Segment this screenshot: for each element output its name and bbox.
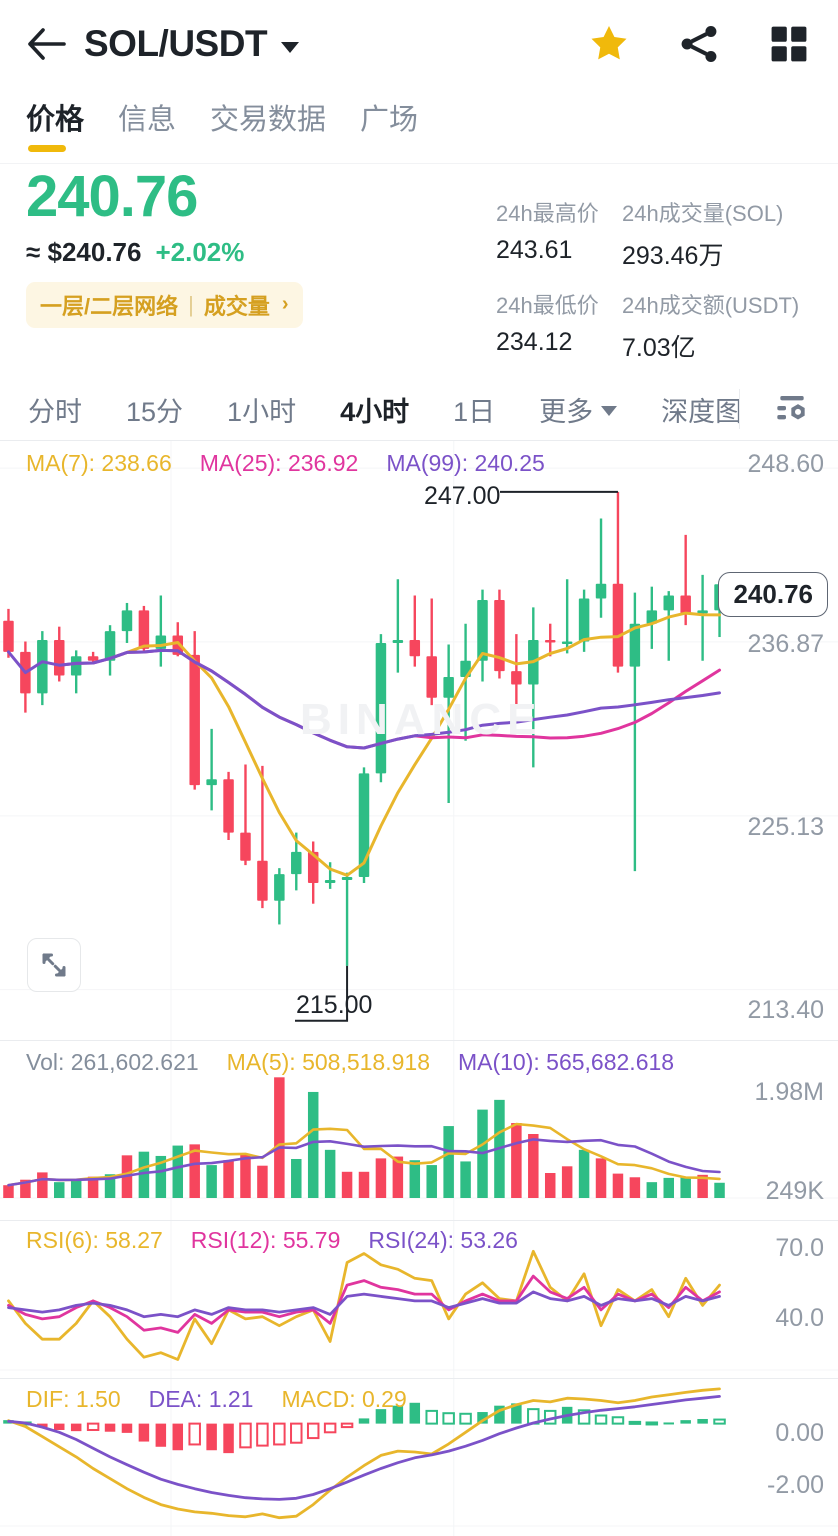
price-axis-tick-2: 225.13 [747,813,824,841]
price-axis-tick-1: 236.87 [747,630,824,658]
stat-label-24h-turnover: 24h成交额(USDT) [622,293,800,318]
legend-vol: Vol: 261,602.621 [26,1049,199,1075]
macd-axis-tick-1: -2.00 [767,1471,824,1499]
chart-area[interactable]: MA(7): 238.66 MA(25): 236.92 MA(99): 240… [0,440,838,1536]
stat-value-24h-turnover: 7.03亿 [622,334,696,362]
legend-dif: DIF: 1.50 [26,1386,121,1412]
legend-rsi12: RSI(12): 55.79 [190,1227,341,1253]
stat-value-24h-volume: 293.46万 [622,242,724,270]
volume-canvas[interactable] [0,1040,838,1220]
volume-axis-tick-1: 249K [765,1177,824,1205]
indicator-settings-icon[interactable] [766,383,818,435]
legend-rsi24: RSI(24): 53.26 [368,1227,518,1253]
legend-ma99: MA(99): 240.25 [386,450,545,476]
tab-square[interactable]: 广场 [360,96,418,152]
chip-separator: | [188,291,194,317]
chevron-right-icon: › [281,293,289,316]
timeframe-15m[interactable]: 15分 [126,396,184,427]
usd-equivalent: ≈ $240.76 [26,236,142,267]
tab-price[interactable]: 价格 [26,96,84,152]
chip-volume-label: 成交量 [203,293,270,319]
timeframe-more[interactable]: 更多 [539,390,618,429]
timeframe-1d[interactable]: 1日 [453,396,496,427]
network-volume-chip[interactable]: 一层/二层网络 | 成交量 › [26,281,303,328]
stat-value-24h-high: 243.61 [496,236,573,264]
price-summary: 240.76 ≈ $240.76 +2.02% 一层/二层网络 | 成交量 › … [0,152,838,364]
tab-label: 广场 [360,104,419,136]
timeframe-right-actions [739,378,838,440]
exchange-watermark: BINANCE [300,695,543,744]
tab-label: 交易数据 [210,104,327,136]
volume-panel[interactable]: Vol: 261,602.621 MA(5): 508,518.918 MA(1… [0,1040,838,1220]
expand-fullscreen-icon[interactable] [27,938,81,992]
tab-label: 信息 [118,104,177,136]
stat-label-24h-low: 24h最低价 [496,293,599,318]
rsi-canvas[interactable] [0,1220,838,1378]
macd-axis-tick-0: 0.00 [775,1419,824,1447]
volume-axis-tick-0: 1.98M [754,1078,824,1106]
timeframe-minutes[interactable]: 分时 [28,396,82,427]
legend-ma7: MA(7): 238.66 [26,450,172,476]
timeframe-4h[interactable]: 4小时 [340,396,410,427]
low-price-marker-label: 215.00 [296,991,373,1019]
last-price: 240.76 [26,164,198,229]
panel-divider [0,1220,838,1221]
panel-divider [0,1040,838,1041]
timeframe-more-label: 更多 [539,396,594,427]
price-secondary-row: ≈ $240.76 +2.02% [26,237,496,268]
star-icon[interactable] [586,22,632,66]
vertical-divider [739,389,740,429]
rsi-legend: RSI(6): 58.27 RSI(12): 55.79 RSI(24): 53… [26,1227,518,1254]
stat-label-24h-high: 24h最高价 [496,201,599,226]
price-axis-tick-3: 213.40 [747,996,824,1024]
rsi-axis-tick-1: 40.0 [775,1304,824,1332]
chip-network-label: 一层/二层网络 [40,293,179,319]
price-block: 240.76 ≈ $240.76 +2.02% 一层/二层网络 | 成交量 › [26,164,496,364]
rsi-panel[interactable]: RSI(6): 58.27 RSI(12): 55.79 RSI(24): 53… [0,1220,838,1378]
legend-ma25: MA(25): 236.92 [199,450,359,476]
tab-label: 价格 [26,104,85,136]
timeframe-bar: 分时 15分 1小时 4小时 1日 更多 深度图 [0,378,838,440]
grid-icon[interactable] [766,22,812,66]
chevron-down-icon[interactable] [281,41,300,53]
legend-dea: DEA: 1.21 [148,1386,254,1412]
legend-vol-ma10: MA(10): 565,682.618 [457,1049,675,1075]
chevron-down-icon [601,406,618,416]
legend-rsi6: RSI(6): 58.27 [26,1227,163,1253]
tab-info[interactable]: 信息 [118,96,176,152]
back-arrow-icon[interactable] [24,22,68,66]
stat-label-24h-volume: 24h成交量(SOL) [622,201,784,226]
stat-value-24h-low: 234.12 [496,328,573,356]
legend-macd: MACD: 0.29 [281,1386,407,1412]
app-header: SOL/USDT [0,0,838,88]
section-tabs: 价格 信息 交易数据 广场 [0,88,838,152]
macd-panel[interactable]: DIF: 1.50 DEA: 1.21 MACD: 0.29 0.00 -2.0… [0,1378,838,1536]
share-icon[interactable] [676,22,722,66]
panel-divider [0,1378,838,1379]
tabs-divider [0,163,838,164]
timeframe-1h[interactable]: 1小时 [227,396,297,427]
panel-divider [0,440,838,441]
macd-canvas[interactable] [0,1378,838,1536]
header-actions [586,22,812,66]
tab-trade-data[interactable]: 交易数据 [210,96,326,152]
rsi-axis-tick-0: 70.0 [775,1234,824,1262]
macd-legend: DIF: 1.50 DEA: 1.21 MACD: 0.29 [26,1386,407,1413]
depth-chart-tab[interactable]: 深度图 [661,396,743,427]
legend-vol-ma5: MA(5): 508,518.918 [226,1049,430,1075]
price-axis-tick-0: 248.60 [747,450,824,478]
market-stats: 24h最高价 24h成交量(SOL) 243.61 293.46万 24h最低价… [496,166,812,364]
current-price-tag: 240.76 [718,572,828,617]
candlestick-panel[interactable]: MA(7): 238.66 MA(25): 236.92 MA(99): 240… [0,440,838,1040]
ma-legend: MA(7): 238.66 MA(25): 236.92 MA(99): 240… [26,450,545,477]
high-price-marker-label: 247.00 [424,482,501,510]
page-title: SOL/USDT [84,23,268,64]
price-change-percent: +2.02% [155,236,245,267]
volume-legend: Vol: 261,602.621 MA(5): 508,518.918 MA(1… [26,1049,674,1076]
